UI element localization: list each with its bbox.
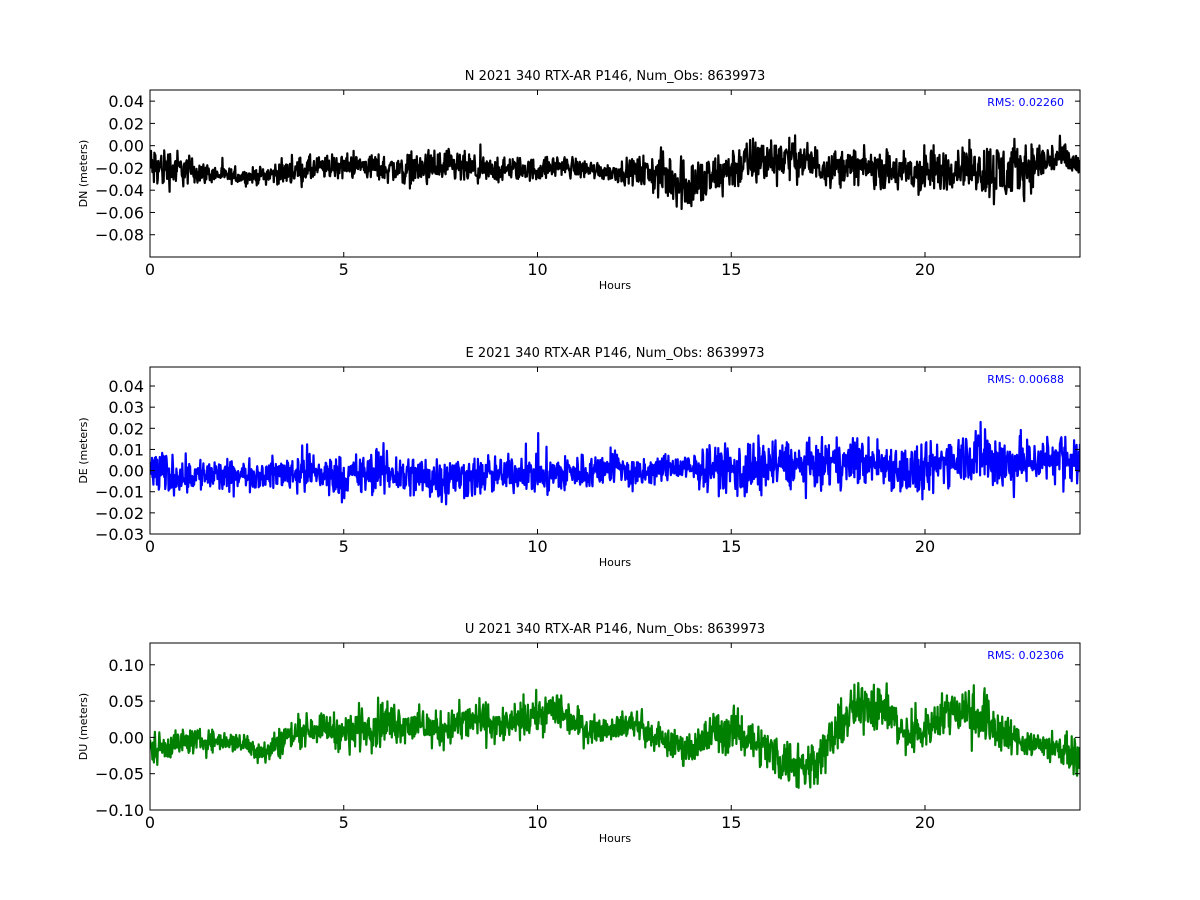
axes-frame xyxy=(149,89,1081,258)
x-tick-label: 20 xyxy=(915,537,935,556)
y-axis-label: DU (meters) xyxy=(77,693,90,760)
series-line-0 xyxy=(150,134,1080,211)
y-tick-label: 0.02 xyxy=(108,419,144,438)
y-tick-label: 0.03 xyxy=(108,398,144,417)
rms-annotation: RMS: 0.00688 xyxy=(987,373,1064,386)
y-tick-label: 0.05 xyxy=(108,692,144,711)
y-tick-label: 0.00 xyxy=(108,728,144,747)
y-tick-label: 0.04 xyxy=(108,377,144,396)
series-line-2 xyxy=(150,681,1080,789)
x-tick-label: 15 xyxy=(721,813,741,832)
subplot-2: 0 5 10 15 20 −0.10 −0.05 0.00 0.05 0.10 U 2021 340… xyxy=(77,622,1081,845)
plot-title: U 2021 340 RTX-AR P146, Num_Obs: 8639973 xyxy=(465,622,765,637)
subplot-0: 0 5 10 15 20 −0.08 −0.06 −0.04 −0.02 0.00 0.02 0.04… xyxy=(77,69,1081,292)
axes-frame xyxy=(149,366,1081,535)
x-tick-label: 10 xyxy=(527,813,547,832)
x-tick-label: 0 xyxy=(145,537,155,556)
y-tick-label: −0.10 xyxy=(95,801,144,820)
plot-title: N 2021 340 RTX-AR P146, Num_Obs: 8639973 xyxy=(465,69,765,84)
y-tick-label: 0.01 xyxy=(108,440,144,459)
x-tick-label: 5 xyxy=(339,260,349,279)
x-axis-label: Hours xyxy=(599,556,631,569)
x-axis-label: Hours xyxy=(599,832,631,845)
y-tick-label: 0.02 xyxy=(108,114,144,133)
y-tick-label: −0.01 xyxy=(95,483,144,502)
subplot-1: 0 5 10 15 20 −0.03 −0.02 −0.01 0.00 0.01 0.02 0.03 0… xyxy=(77,346,1081,569)
y-tick-label: −0.06 xyxy=(95,203,144,222)
x-tick-label: 5 xyxy=(339,813,349,832)
x-tick-label: 0 xyxy=(145,260,155,279)
y-tick-label: −0.04 xyxy=(95,181,144,200)
y-tick-label: 0.04 xyxy=(108,92,144,111)
x-tick-label: 20 xyxy=(915,260,935,279)
y-tick-label: 0.00 xyxy=(108,462,144,481)
y-tick-label: −0.02 xyxy=(95,504,144,523)
x-tick-label: 20 xyxy=(915,813,935,832)
x-tick-label: 5 xyxy=(339,537,349,556)
rms-annotation: RMS: 0.02306 xyxy=(987,649,1064,662)
x-tick-label: 15 xyxy=(721,260,741,279)
y-tick-label: −0.08 xyxy=(95,226,144,245)
rms-annotation: RMS: 0.02260 xyxy=(987,96,1064,109)
y-tick-label: −0.03 xyxy=(95,525,144,544)
y-tick-label: −0.05 xyxy=(95,765,144,784)
x-tick-label: 0 xyxy=(145,813,155,832)
y-tick-label: −0.02 xyxy=(95,159,144,178)
y-tick-label: 0.10 xyxy=(108,656,144,675)
x-axis-label: Hours xyxy=(599,279,631,292)
plot-title: E 2021 340 RTX-AR P146, Num_Obs: 8639973 xyxy=(466,346,765,361)
y-axis-label: DN (meters) xyxy=(77,140,90,208)
series-line-1 xyxy=(150,420,1080,506)
x-tick-label: 15 xyxy=(721,537,741,556)
x-tick-label: 10 xyxy=(527,260,547,279)
axes-frame xyxy=(149,642,1081,811)
y-axis-label: DE (meters) xyxy=(77,417,90,483)
y-tick-label: 0.00 xyxy=(108,137,144,156)
x-tick-label: 10 xyxy=(527,537,547,556)
